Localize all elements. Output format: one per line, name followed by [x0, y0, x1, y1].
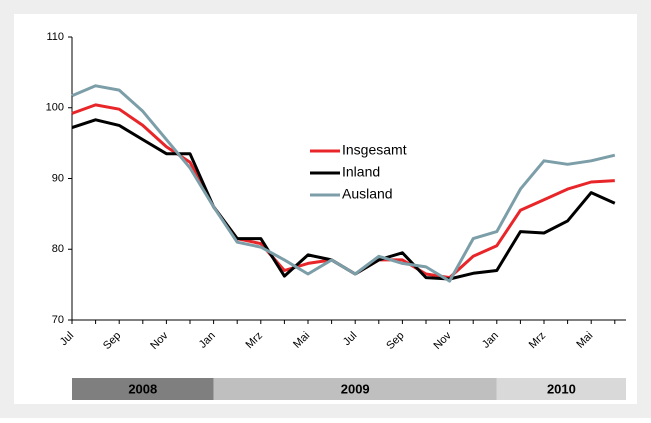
y-tick-label: 80 [52, 243, 64, 255]
panel [14, 14, 637, 404]
year-label: 2010 [547, 381, 576, 396]
year-band [496, 378, 626, 400]
legend-label: Ausland [342, 186, 393, 202]
y-tick-label: 110 [46, 31, 64, 43]
y-tick-label: 70 [52, 314, 64, 326]
y-tick-label: 90 [52, 172, 64, 184]
y-tick-label: 100 [46, 102, 64, 114]
series-line [71, 84, 616, 283]
year-band [72, 378, 214, 400]
legend-label: Inland [342, 164, 380, 180]
year-label: 2009 [341, 381, 370, 396]
legend-label: Insgesamt [342, 142, 407, 158]
year-band [213, 378, 497, 400]
year-label: 2008 [128, 381, 157, 396]
